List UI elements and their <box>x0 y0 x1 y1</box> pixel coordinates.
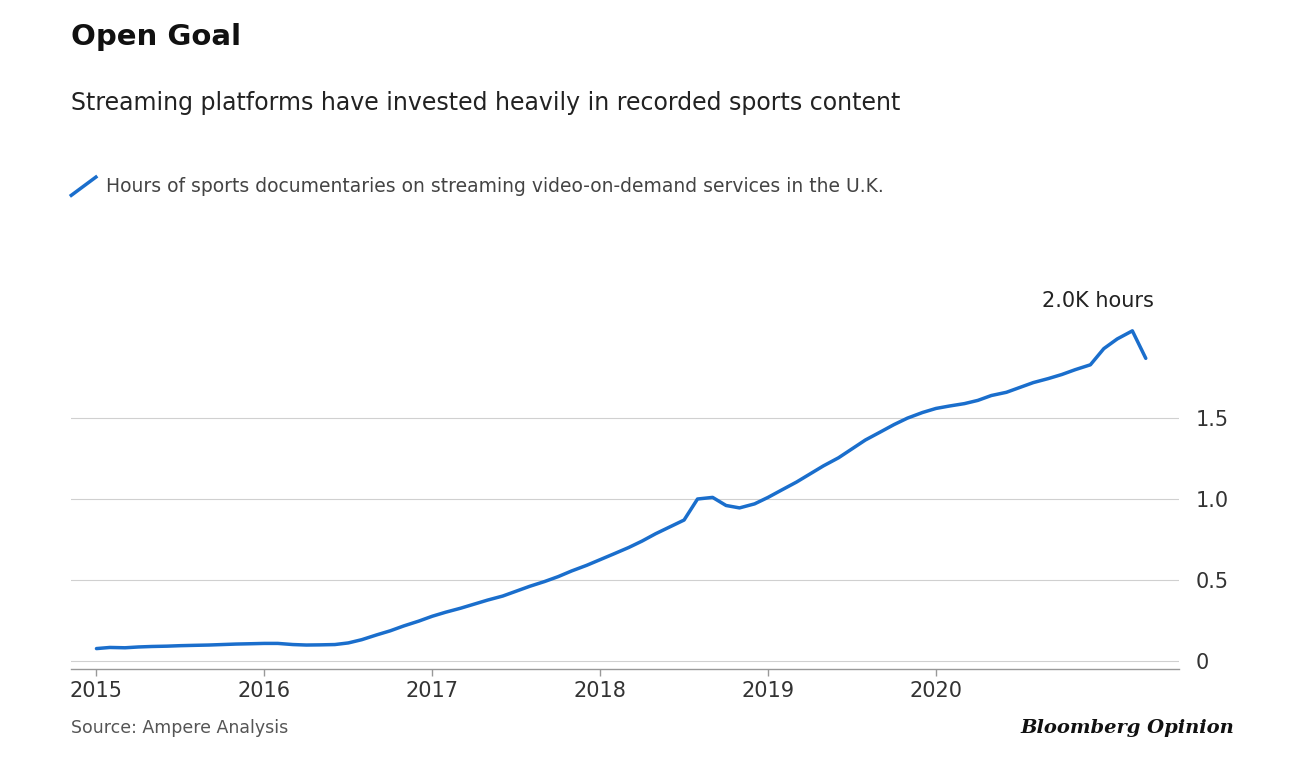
Text: Source: Ampere Analysis: Source: Ampere Analysis <box>71 719 289 737</box>
Text: Streaming platforms have invested heavily in recorded sports content: Streaming platforms have invested heavil… <box>71 91 901 116</box>
Text: 2.0K hours: 2.0K hours <box>1042 291 1155 312</box>
Text: Hours of sports documentaries on streaming video-on-demand services in the U.K.: Hours of sports documentaries on streami… <box>106 177 884 196</box>
Text: Bloomberg Opinion: Bloomberg Opinion <box>1020 719 1234 737</box>
Text: Open Goal: Open Goal <box>71 23 241 51</box>
